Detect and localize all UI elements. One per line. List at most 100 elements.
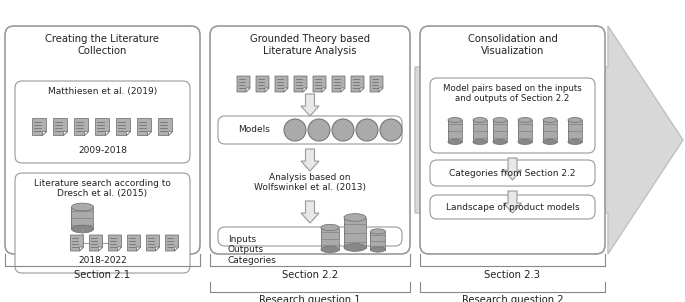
Polygon shape [503, 191, 521, 213]
Polygon shape [303, 88, 307, 92]
Polygon shape [237, 76, 250, 92]
Circle shape [332, 119, 354, 141]
Ellipse shape [473, 117, 487, 122]
Polygon shape [169, 131, 173, 136]
Ellipse shape [344, 244, 366, 251]
Text: Research question 2: Research question 2 [462, 295, 563, 302]
Ellipse shape [344, 214, 366, 221]
Text: Creating the Literature
Collection: Creating the Literature Collection [45, 34, 160, 56]
Text: Grounded Theory based
Literature Analysis: Grounded Theory based Literature Analysi… [250, 34, 370, 56]
Text: Section 2.2: Section 2.2 [282, 270, 338, 280]
Text: 2009-2018: 2009-2018 [78, 146, 127, 155]
Polygon shape [118, 247, 121, 251]
Polygon shape [42, 131, 47, 136]
FancyBboxPatch shape [218, 227, 402, 246]
Polygon shape [301, 201, 319, 223]
Polygon shape [246, 88, 250, 92]
Text: Section 2.1: Section 2.1 [75, 270, 131, 280]
Bar [568, 120, 582, 142]
Bar [321, 227, 339, 249]
Ellipse shape [568, 117, 582, 122]
Polygon shape [95, 118, 110, 136]
Polygon shape [71, 235, 84, 251]
Text: Consolidation and
Visualization: Consolidation and Visualization [468, 34, 558, 56]
Text: Research question 1: Research question 1 [259, 295, 361, 302]
Polygon shape [158, 118, 173, 136]
Polygon shape [75, 118, 88, 136]
Polygon shape [275, 76, 288, 92]
Text: Models: Models [238, 126, 270, 134]
Ellipse shape [518, 117, 532, 122]
Ellipse shape [71, 225, 93, 233]
Text: Literature search according to
Dresch et al. (2015): Literature search according to Dresch et… [34, 179, 171, 198]
Bar [518, 120, 532, 142]
Polygon shape [175, 247, 179, 251]
Text: Model pairs based on the inputs
and outputs of Section 2.2: Model pairs based on the inputs and outp… [443, 84, 582, 103]
Ellipse shape [543, 117, 557, 122]
FancyBboxPatch shape [430, 78, 595, 153]
Ellipse shape [518, 140, 532, 144]
Polygon shape [105, 131, 110, 136]
Polygon shape [322, 88, 326, 92]
Ellipse shape [473, 140, 487, 144]
Polygon shape [379, 88, 383, 92]
Text: Analysis based on
Wolfswinkel et al. (2013): Analysis based on Wolfswinkel et al. (20… [254, 173, 366, 192]
Polygon shape [79, 247, 84, 251]
Bar [543, 120, 557, 142]
Polygon shape [32, 118, 47, 136]
Circle shape [308, 119, 330, 141]
Polygon shape [360, 88, 364, 92]
FancyBboxPatch shape [420, 26, 605, 254]
Bar [493, 120, 507, 142]
Polygon shape [127, 131, 131, 136]
Ellipse shape [568, 140, 582, 144]
FancyBboxPatch shape [430, 160, 595, 186]
Bar [344, 217, 366, 248]
Ellipse shape [543, 140, 557, 144]
Polygon shape [301, 94, 319, 116]
Ellipse shape [71, 203, 93, 211]
Polygon shape [332, 76, 345, 92]
Circle shape [284, 119, 306, 141]
Polygon shape [138, 118, 151, 136]
Polygon shape [370, 76, 383, 92]
Circle shape [356, 119, 378, 141]
Ellipse shape [371, 247, 386, 252]
Polygon shape [284, 88, 288, 92]
Polygon shape [341, 88, 345, 92]
Polygon shape [155, 247, 160, 251]
Bar [71, 207, 93, 229]
Polygon shape [84, 131, 88, 136]
Text: Inputs
Outputs
Categories: Inputs Outputs Categories [228, 235, 277, 265]
Polygon shape [116, 118, 131, 136]
Polygon shape [147, 235, 160, 251]
Polygon shape [351, 76, 364, 92]
Polygon shape [99, 247, 103, 251]
Ellipse shape [448, 117, 462, 122]
Polygon shape [313, 76, 326, 92]
Polygon shape [294, 76, 307, 92]
Polygon shape [127, 235, 140, 251]
Polygon shape [265, 88, 269, 92]
Bar [473, 120, 487, 142]
Ellipse shape [493, 117, 507, 122]
Polygon shape [53, 118, 68, 136]
Text: Categories from Section 2.2: Categories from Section 2.2 [449, 169, 576, 178]
Ellipse shape [321, 224, 339, 231]
Circle shape [380, 119, 402, 141]
Polygon shape [136, 247, 140, 251]
Bar [371, 232, 386, 249]
Ellipse shape [493, 140, 507, 144]
Polygon shape [166, 235, 179, 251]
Polygon shape [301, 149, 319, 171]
FancyBboxPatch shape [218, 116, 402, 144]
Ellipse shape [371, 229, 386, 234]
FancyBboxPatch shape [210, 26, 410, 254]
Text: Matthiesen et al. (2019): Matthiesen et al. (2019) [48, 87, 157, 96]
Polygon shape [64, 131, 68, 136]
FancyBboxPatch shape [15, 81, 190, 163]
FancyBboxPatch shape [430, 195, 595, 219]
Polygon shape [256, 76, 269, 92]
Polygon shape [108, 235, 121, 251]
Polygon shape [503, 158, 521, 180]
